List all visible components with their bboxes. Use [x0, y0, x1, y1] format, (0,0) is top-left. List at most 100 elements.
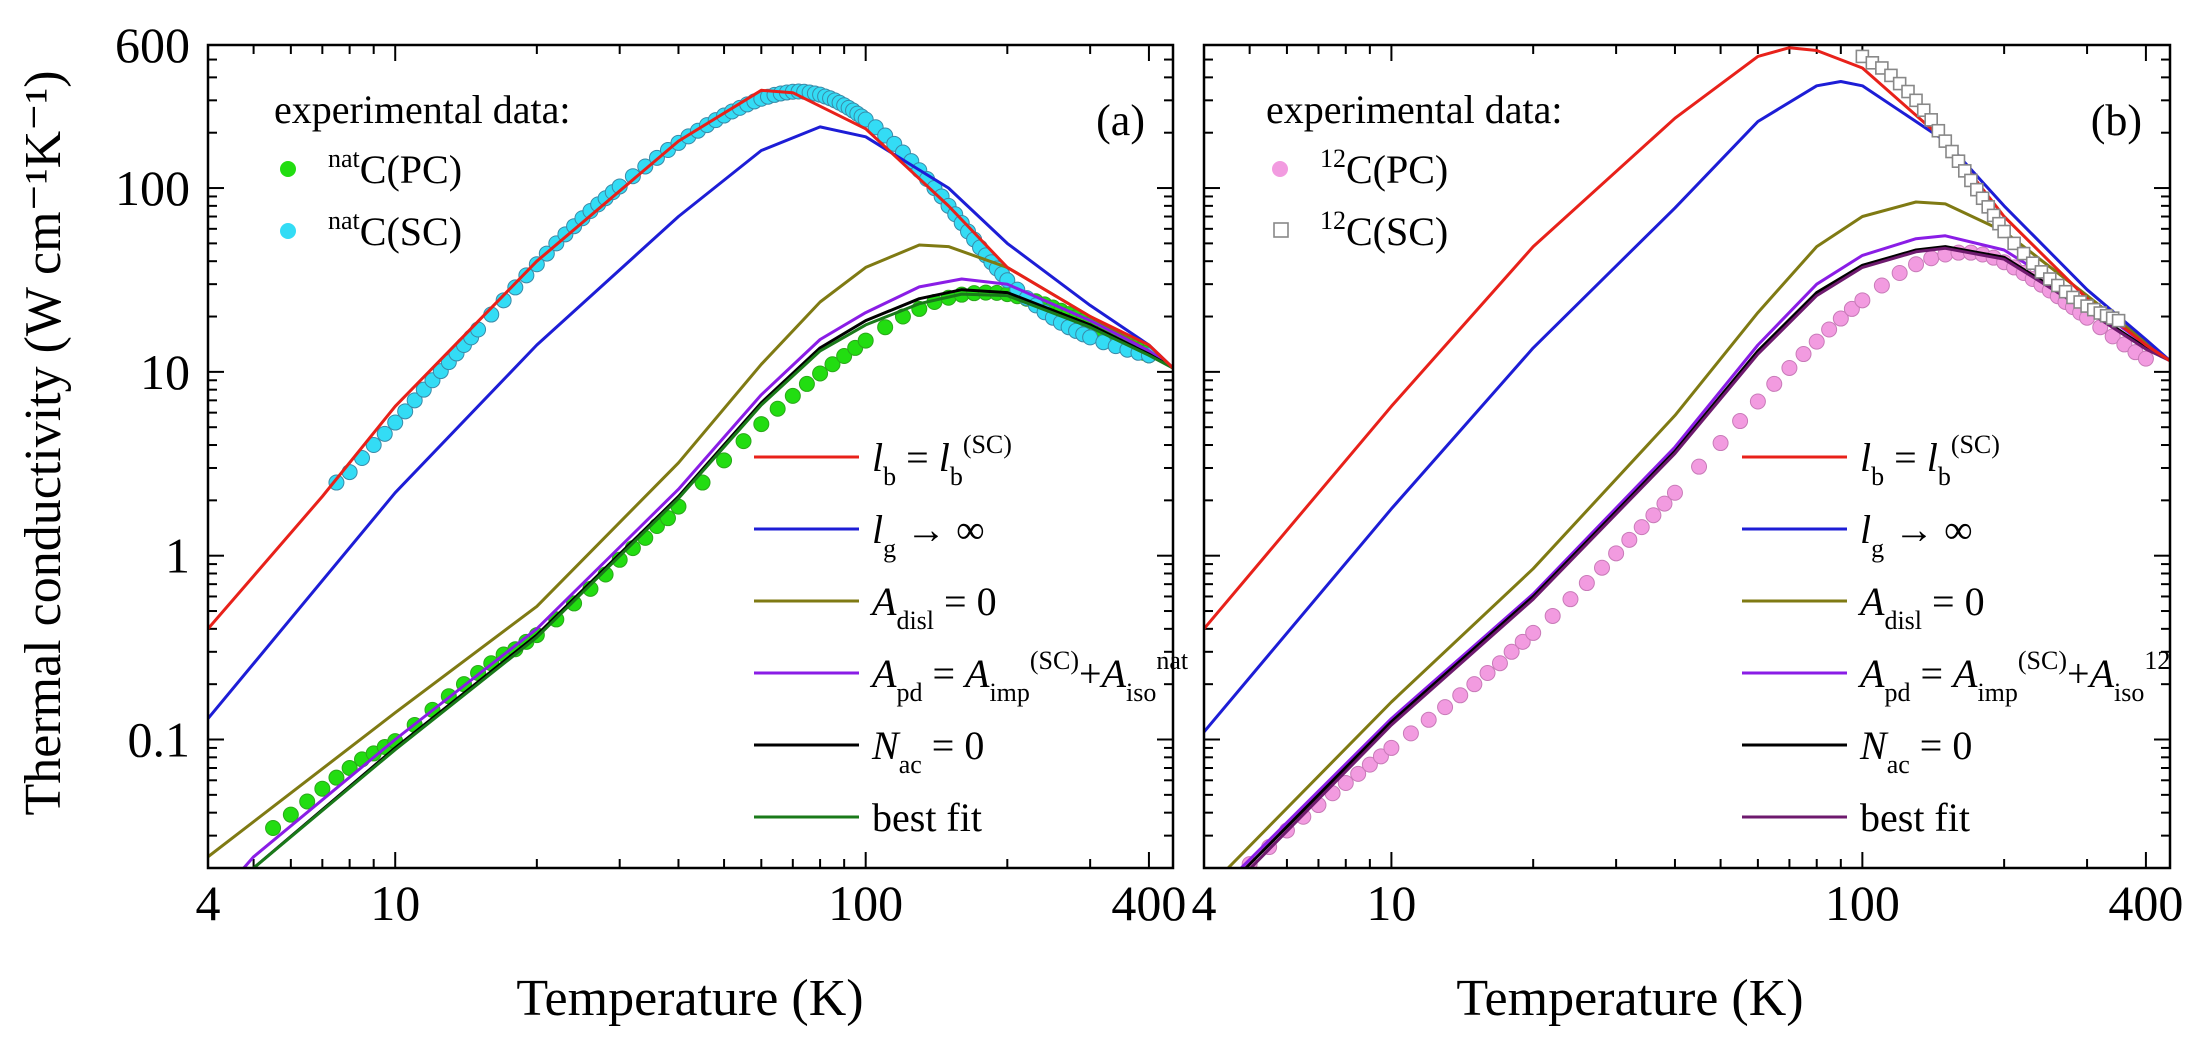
data-point [836, 347, 853, 364]
legend-entry-apd: Apd​ = Aimp​(SC)​+Aiso​12​ [1857, 646, 2170, 707]
legend-entry-lb: lb​ = lb​(SC)​ [1860, 430, 2000, 491]
data-point [282, 806, 299, 823]
plot-frame [1202, 43, 2172, 870]
data-point [2007, 236, 2021, 251]
legend-entry-lg: lg​ → ∞ [1860, 507, 1973, 563]
data-point [2116, 336, 2133, 353]
data-point [1908, 256, 1925, 273]
data-point [328, 769, 345, 786]
data-point [1873, 277, 1890, 294]
data-point [1514, 633, 1531, 650]
data-point [753, 416, 770, 433]
legend-entry-nac: Nac​ = 0 [871, 723, 984, 779]
data-point [1594, 559, 1611, 576]
data-point [1452, 687, 1469, 704]
series-nac-line [1243, 245, 2170, 868]
data-point [1420, 711, 1437, 728]
panel-label: (a) [1096, 96, 1145, 145]
legend-entry-apd: Apd​ = Aimp​(SC)​+Aiso​nat​ [869, 646, 1189, 707]
data-point [1525, 624, 1542, 641]
legend-entry-sc: natC(SC) [328, 206, 462, 254]
data-point [265, 820, 282, 837]
legend-entry-adisl: Adisl​ = 0 [869, 579, 997, 635]
data-point [877, 319, 894, 336]
data-point [1350, 765, 1367, 782]
data-point [1832, 310, 1849, 327]
panel-b: 4 10 100 400 (b) experimental data: 12C(PC) 12C… [1192, 43, 2183, 931]
series-apd-line [1239, 234, 2170, 868]
data-point [1621, 531, 1638, 548]
data-point [1656, 495, 1673, 512]
data-point [769, 400, 786, 417]
data-point [1843, 300, 1860, 317]
data-point [1645, 507, 1662, 524]
experimental-sc [1855, 49, 2126, 328]
x-axis-title-a: Temperature (K) [516, 970, 863, 1027]
data-point [857, 332, 874, 349]
data-point [1503, 643, 1520, 660]
data-point [1891, 265, 1908, 282]
series-best-line [251, 292, 1173, 868]
series-adisl-line [1227, 200, 2170, 868]
data-point [1795, 346, 1812, 363]
legend-entry-best: best fit [1860, 795, 1970, 840]
data-point [637, 158, 654, 175]
data-point [507, 279, 524, 296]
panel-a: 4 10 100 400 0.1 1 10 100 600 (a) experimental dat… [115, 17, 1189, 931]
model-curves [208, 83, 1173, 868]
data-point [1337, 775, 1354, 792]
data-point [1821, 321, 1838, 338]
data-point [812, 365, 829, 382]
x-axis-title-b: Temperature (K) [1456, 970, 1803, 1027]
data-point [1608, 545, 1625, 562]
legend-entry-sc: 12C(SC) [1320, 206, 1448, 254]
data-point [495, 292, 512, 309]
experimental-legend-title: experimental data: [274, 87, 571, 132]
data-point [1732, 413, 1749, 430]
y-axis-title: Thermal conductivity (W cm⁻¹K⁻¹) [15, 70, 72, 815]
data-point [328, 474, 345, 491]
x-tick-label: 100 [828, 875, 903, 931]
y-tick-label: 0.1 [128, 712, 191, 768]
data-point [1666, 484, 1683, 501]
data-point [1544, 607, 1561, 624]
data-point [1633, 519, 1650, 536]
data-point [624, 168, 641, 185]
data-point [387, 414, 404, 431]
legend-entry-adisl: Adisl​ = 0 [1857, 579, 1985, 635]
data-point [1372, 748, 1389, 765]
x-tick-label: 10 [370, 875, 420, 931]
data-point [2137, 350, 2154, 367]
y-tick-label: 100 [115, 160, 190, 216]
data-point [365, 437, 382, 454]
data-point [1402, 725, 1419, 742]
data-point [716, 452, 733, 469]
data-point [735, 433, 752, 450]
legend-entry-lg: lg​ → ∞ [872, 507, 985, 563]
x-tick-label: 400 [1111, 875, 1186, 931]
data-point [1712, 435, 1729, 452]
data-point [1923, 250, 1940, 267]
legend-marker [280, 161, 296, 177]
data-point [406, 392, 423, 409]
experimental-legend-title: experimental data: [1266, 87, 1563, 132]
data-point [2111, 313, 2126, 328]
x-tick-label: 100 [1825, 875, 1900, 931]
series-lb-line [1204, 46, 2170, 630]
legend-entry-pc: 12C(PC) [1320, 144, 1448, 192]
data-point [1479, 665, 1496, 682]
legend-entry-nac: Nac​ = 0 [1859, 723, 1972, 779]
axis-ticks [1203, 44, 2170, 869]
plot-frame [206, 43, 1175, 870]
data-point [1749, 393, 1766, 410]
data-point [470, 321, 487, 338]
data-point [1578, 575, 1595, 592]
data-point [1766, 375, 1783, 392]
y-tick-label: 10 [140, 344, 190, 400]
experimental-pc [1241, 244, 2154, 868]
data-point [397, 403, 414, 420]
legend-marker [1273, 222, 1289, 238]
data-point [824, 356, 841, 373]
data-point [299, 793, 316, 810]
